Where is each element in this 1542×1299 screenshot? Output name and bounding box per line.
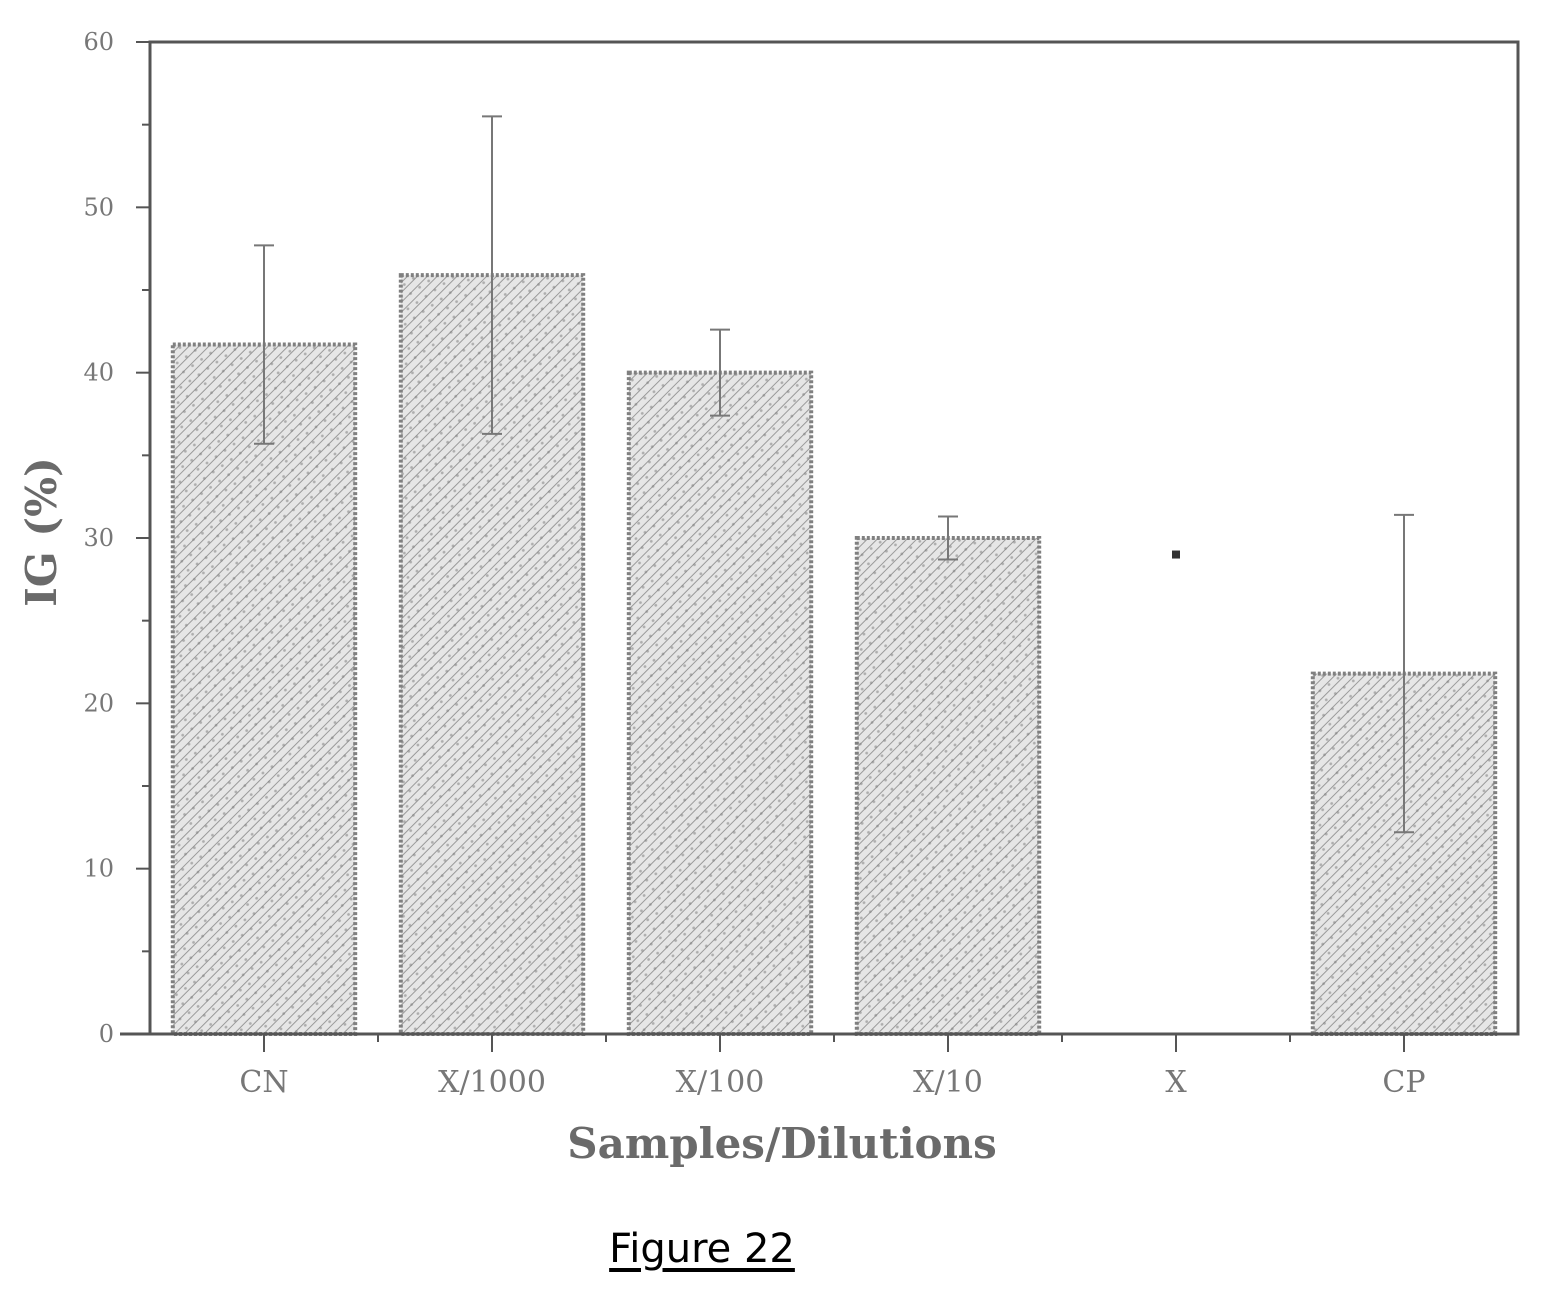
x-tick-label: X [1165, 1065, 1187, 1100]
x-tick-label: CP [1382, 1065, 1425, 1100]
y-tick-label: 40 [83, 359, 114, 387]
error-bar-x-10 [938, 515, 958, 561]
y-axis-title: IG (%) [17, 457, 66, 607]
y-axis-ticks: 0 10 20 30 40 50 60 [83, 28, 150, 1048]
bar-cp [1310, 671, 1498, 1036]
error-bar-x-1000 [482, 115, 502, 435]
x-axis-ticks: CN X/1000 X/100 X/10 X CP [239, 1034, 1426, 1100]
error-bar-cn [254, 244, 274, 445]
bar-texture [172, 344, 356, 1034]
error-bars-layer [254, 115, 1414, 834]
y-tick-label: 0 [99, 1020, 114, 1048]
bar-x-1000 [398, 273, 586, 1036]
error-bar-cp [1394, 513, 1414, 834]
bar-cn [170, 342, 358, 1036]
point-marker-x [1172, 550, 1180, 559]
x-tick-label: X/100 [676, 1065, 765, 1100]
bar-x-100 [626, 370, 814, 1036]
y-tick-label: 60 [83, 28, 114, 56]
bar-texture [856, 538, 1040, 1034]
y-tick-label: 50 [83, 193, 114, 221]
y-tick-label: 10 [83, 855, 114, 883]
x-tick-label: X/1000 [438, 1065, 546, 1100]
x-tick-label: CN [239, 1065, 288, 1100]
bars-layer [170, 273, 1498, 1036]
y-tick-label: 30 [83, 524, 114, 552]
x-axis-title: Samples/Dilutions [567, 1119, 996, 1168]
bar-texture [628, 372, 812, 1035]
figure-caption: Figure 22 [609, 1226, 795, 1272]
y-tick-label: 20 [83, 689, 114, 717]
error-bar-x-100 [710, 328, 730, 417]
x-tick-label: X/10 [913, 1065, 983, 1100]
bar-x-10 [854, 536, 1042, 1036]
